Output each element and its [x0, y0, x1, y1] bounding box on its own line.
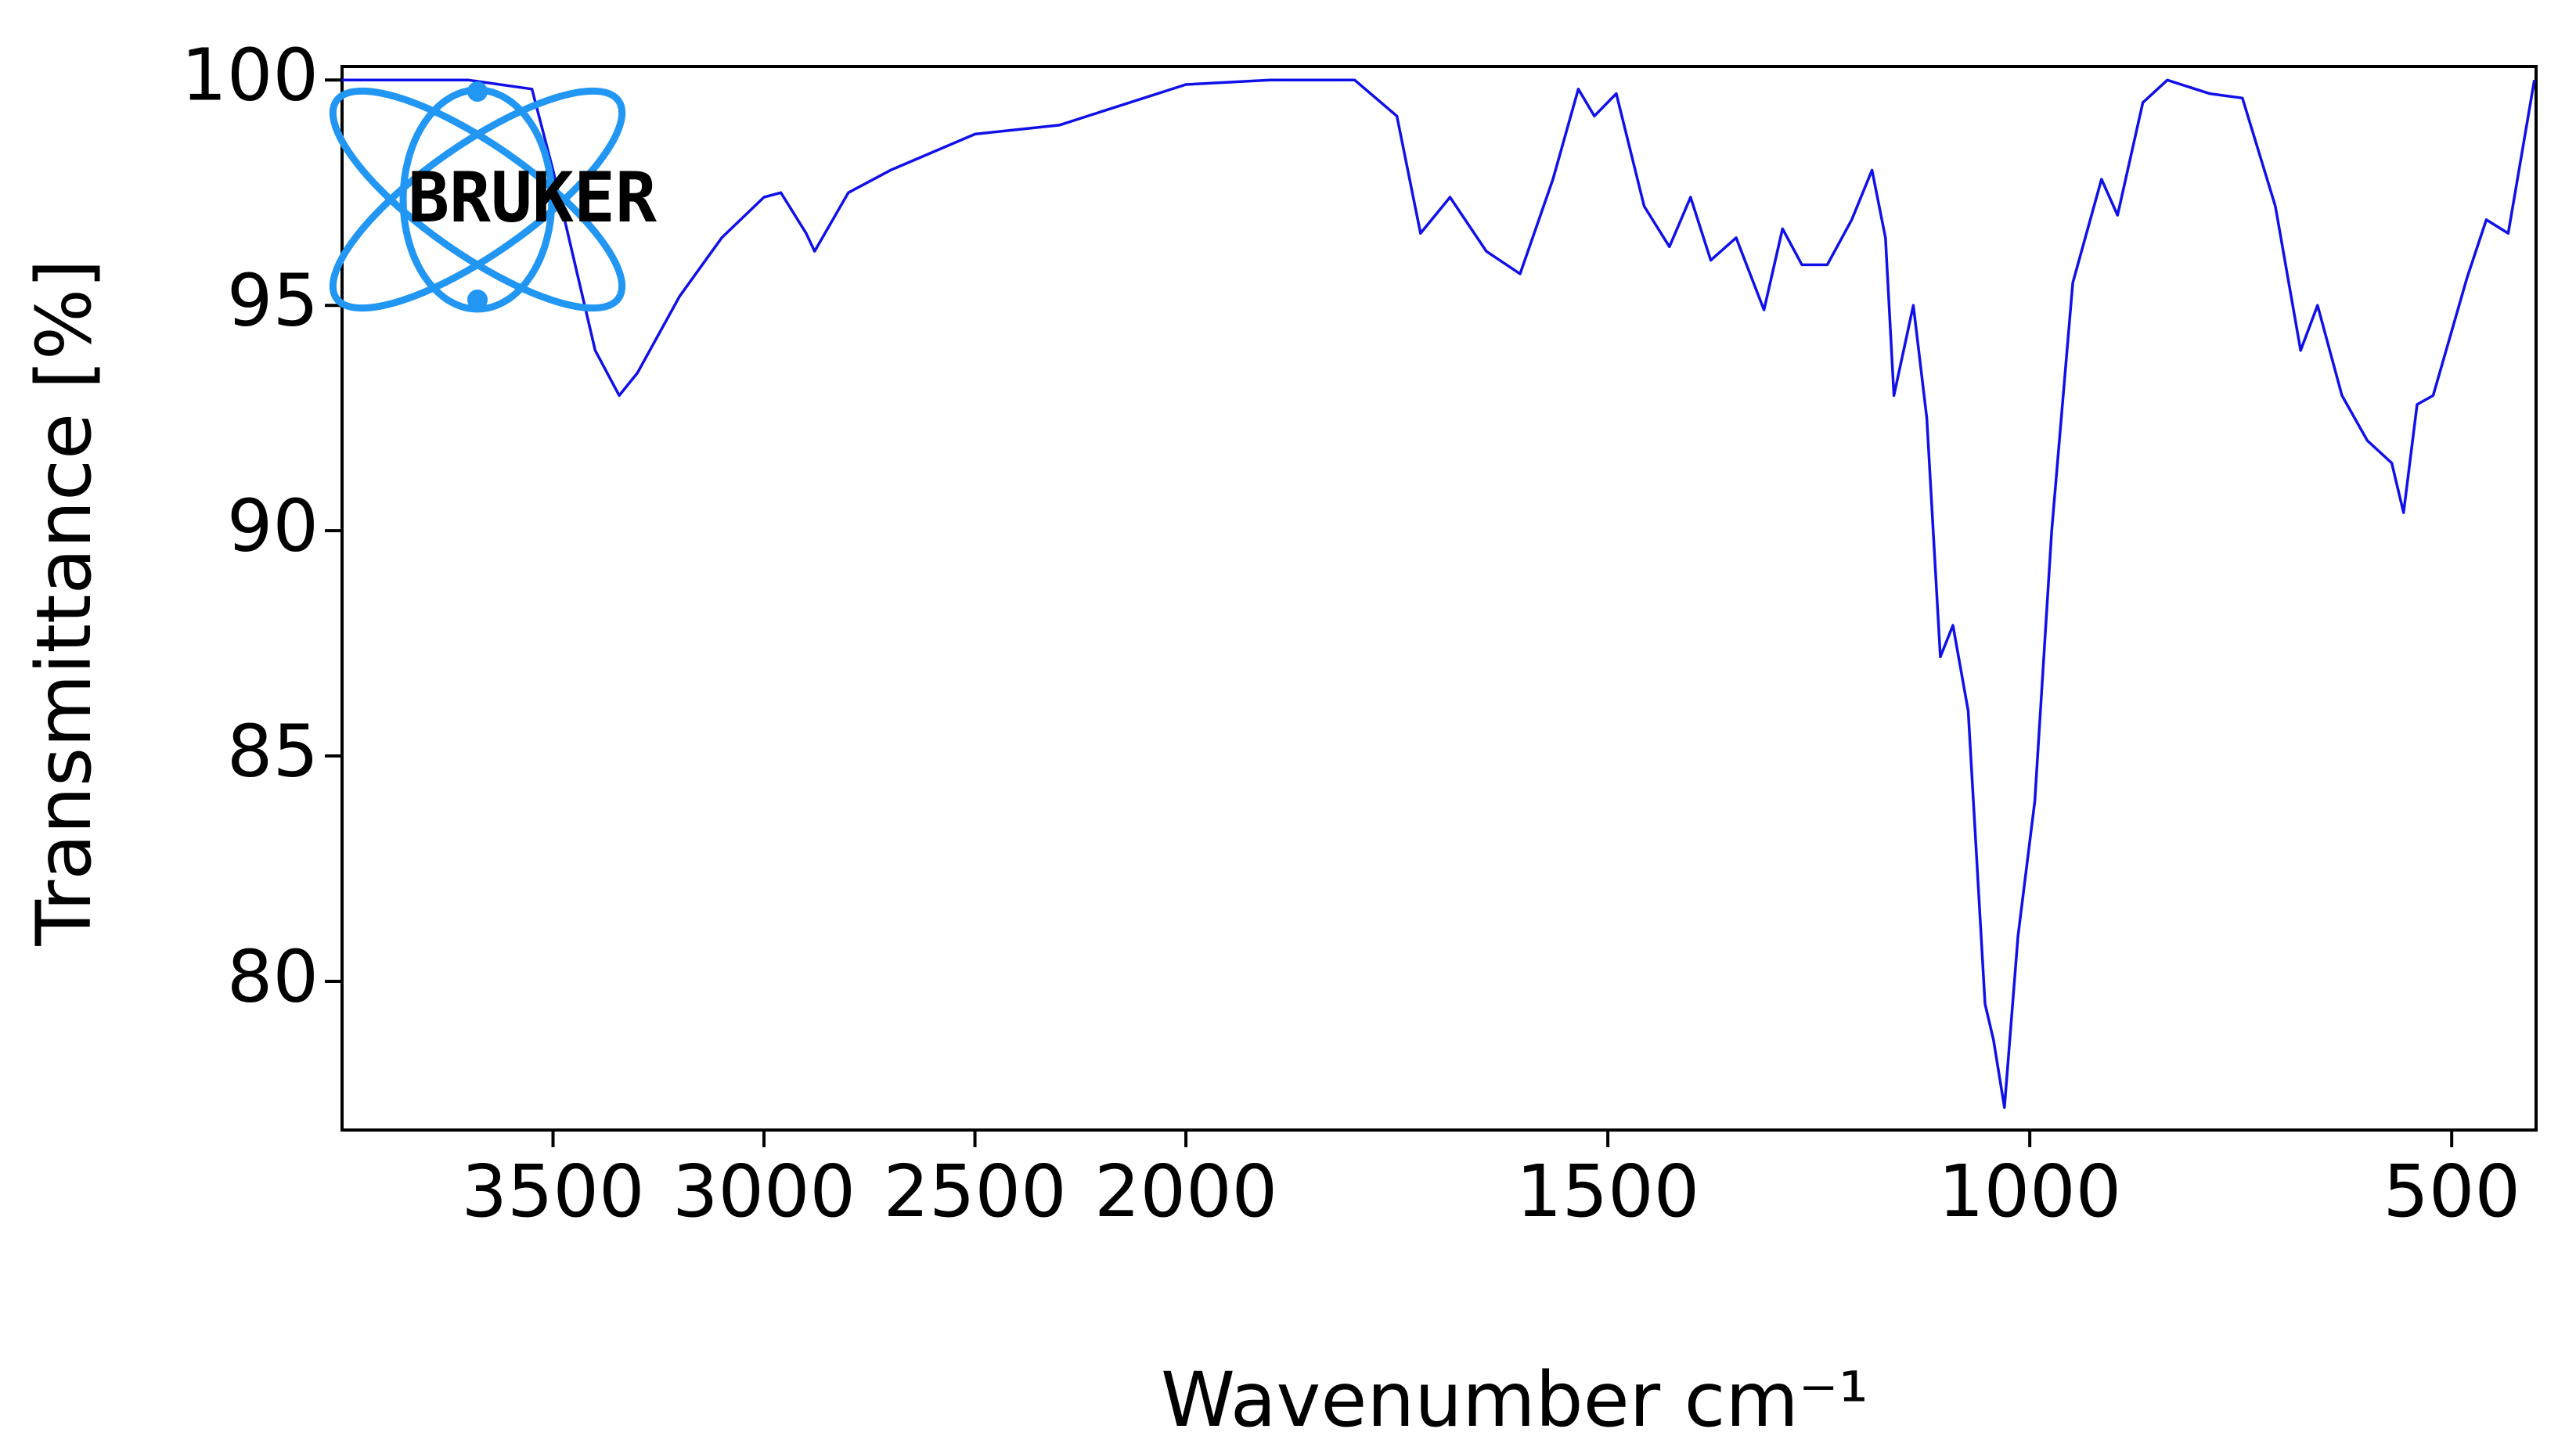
x-tick-label: 1000 — [1938, 1150, 2121, 1233]
y-tick-label: 85 — [227, 709, 319, 793]
logo-dot — [467, 290, 488, 310]
plot-frame — [340, 65, 2538, 1132]
x-axis-title: Wavenumber cm⁻¹ — [1161, 1356, 1868, 1444]
logo: BRUKER — [329, 81, 657, 313]
logo-orbit — [329, 87, 626, 312]
x-tick-label: 3000 — [672, 1150, 856, 1233]
x-tick-label: 1500 — [1516, 1150, 1699, 1233]
spectrum-line — [342, 78, 2536, 1109]
x-tick-label: 2000 — [1094, 1150, 1277, 1233]
y-tick-label: 95 — [227, 259, 319, 343]
y-tick-label: 80 — [227, 934, 319, 1018]
x-tick-label: 500 — [2383, 1150, 2520, 1233]
y-tick-label: 90 — [227, 484, 319, 567]
y-axis-title: Transmittance [%] — [20, 259, 108, 946]
x-tick-label: 2500 — [883, 1150, 1066, 1233]
logo-text: BRUKER — [408, 157, 657, 238]
x-tick-label: 3500 — [461, 1150, 644, 1233]
logo-orbit — [329, 87, 626, 312]
logo-dot — [467, 81, 488, 102]
y-tick-label: 100 — [181, 34, 319, 117]
